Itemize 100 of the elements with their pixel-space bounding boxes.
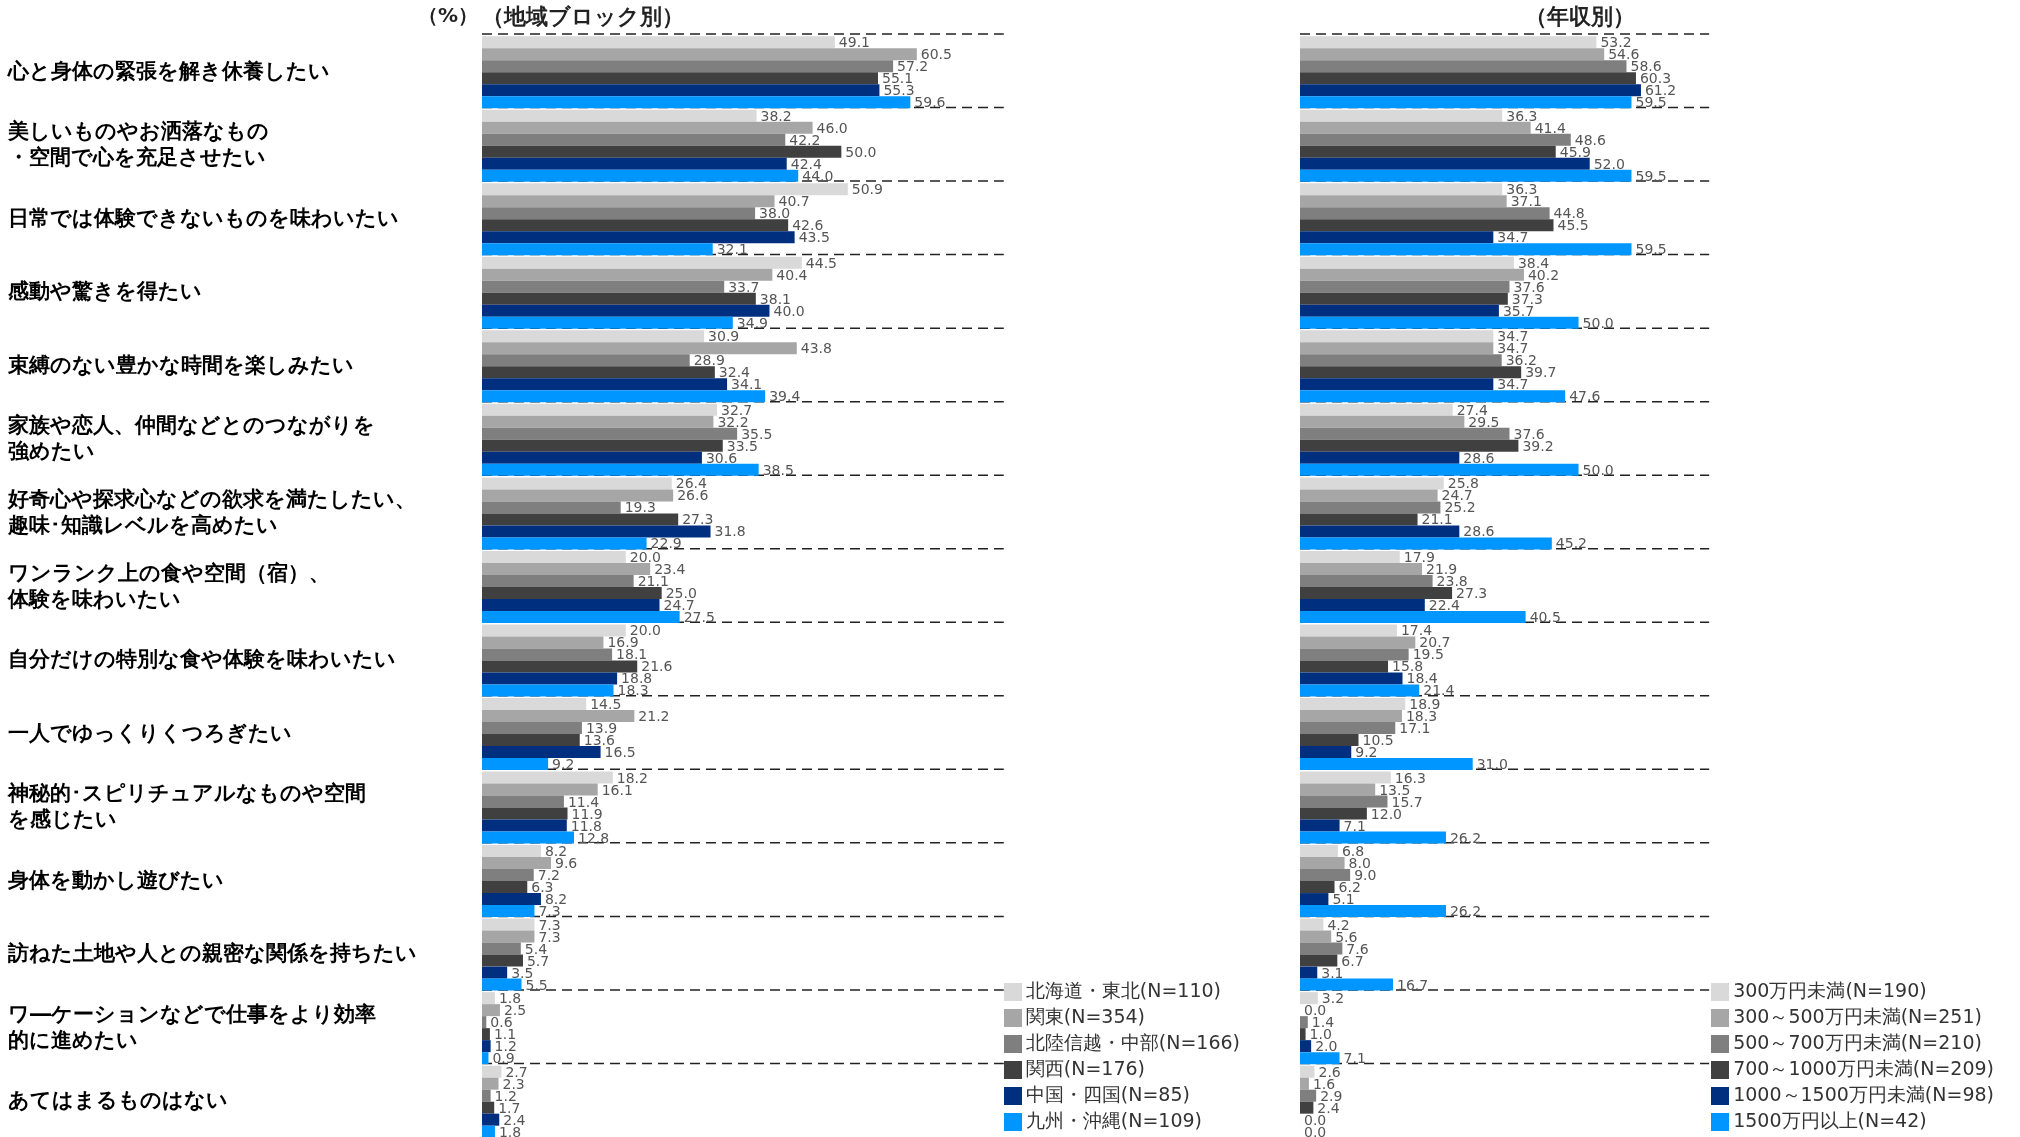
bar (1300, 636, 1416, 649)
bar (482, 1040, 491, 1053)
bar (482, 1101, 495, 1114)
bar (1300, 758, 1473, 771)
bar (482, 1089, 491, 1102)
bar (482, 304, 770, 317)
bar (1300, 845, 1338, 858)
y-tick-label: 一人でゆっくりくつろぎたい (8, 720, 292, 745)
bar (1300, 1077, 1309, 1090)
data-label: 40.5 (1529, 608, 1561, 625)
bar (482, 157, 787, 170)
bar (1300, 280, 1510, 293)
bar (482, 489, 674, 502)
bar (482, 710, 635, 723)
data-label: 28.6 (1463, 523, 1495, 540)
bar (482, 292, 756, 305)
bar (1300, 550, 1400, 563)
data-label: 47.6 (1569, 388, 1601, 405)
bar (1300, 831, 1446, 844)
bar (1300, 513, 1418, 526)
bar (482, 121, 813, 134)
bar (482, 771, 613, 784)
bar (482, 795, 564, 808)
bar (482, 231, 795, 244)
bar (1300, 354, 1502, 367)
legend-label: 300万円未満(N=190) (1733, 979, 1927, 1001)
bar (482, 501, 621, 514)
data-label: 26.6 (677, 487, 709, 504)
bar (482, 698, 587, 711)
bar (482, 978, 522, 991)
data-label: 2.6 (1318, 1063, 1341, 1080)
bar (1300, 672, 1403, 685)
y-tick-label: 神秘的･スピリチュアルなものや空間を感じたい (7, 781, 366, 832)
data-label: 9.2 (552, 756, 575, 773)
bar (482, 734, 580, 747)
bar (1300, 268, 1524, 281)
data-label: 17.9 (1403, 548, 1435, 565)
bar (1300, 598, 1425, 611)
bar (1300, 195, 1507, 208)
bar (482, 783, 598, 796)
y-tick-label: 訪ねた土地や人との親密な関係を持ちたい (7, 941, 417, 966)
bar (482, 133, 786, 146)
bar (482, 1052, 489, 1065)
bar (1300, 366, 1522, 379)
data-label: 50.0 (845, 143, 877, 160)
bar (482, 60, 894, 73)
bar (1300, 316, 1579, 329)
bar (1300, 378, 1494, 391)
bar (482, 1077, 499, 1090)
bar (482, 857, 551, 870)
bar (1300, 610, 1526, 623)
bar (1300, 330, 1494, 343)
data-label: 59.5 (1635, 241, 1667, 258)
bar (482, 513, 679, 526)
bar (482, 746, 601, 759)
y-tick-label: 好奇心や探求心などの欲求を満たしたい、趣味･知識レベルを高めたい (7, 486, 416, 537)
bar (1300, 501, 1441, 514)
bar (482, 722, 582, 735)
bar (1300, 243, 1632, 256)
bar (1300, 145, 1556, 158)
bar (1300, 905, 1446, 918)
bar (1300, 477, 1444, 490)
data-label: 17.1 (1399, 720, 1431, 737)
bar (482, 525, 711, 538)
bar (482, 672, 618, 685)
bar (1300, 648, 1409, 661)
data-label: 43.8 (800, 340, 832, 357)
y-tick-label: 束縛のない豊かな時間を楽しみたい (7, 352, 354, 377)
bar (482, 966, 508, 979)
bar (482, 342, 797, 355)
bar (482, 660, 638, 673)
data-label: 11.4 (567, 793, 600, 810)
bar (482, 881, 528, 894)
bar (482, 648, 613, 661)
data-label: 32.1 (716, 241, 748, 258)
bar (482, 354, 690, 367)
bar (1300, 537, 1552, 550)
data-label: 18.2 (616, 769, 648, 786)
bar (1300, 930, 1332, 943)
bar (1300, 96, 1632, 109)
data-label: 18.3 (617, 682, 649, 699)
bar (482, 624, 626, 637)
bar (1300, 403, 1453, 416)
bar (482, 942, 521, 955)
bar (482, 574, 634, 587)
bar (1300, 942, 1343, 955)
y-tick-label: 自分だけの特別な食や体験を味わいたい (8, 647, 396, 672)
bar (1300, 684, 1420, 697)
data-label: 2.0 (1315, 1038, 1338, 1055)
bar (482, 893, 541, 906)
bar (1300, 292, 1508, 305)
bar (482, 1016, 487, 1029)
bar (1300, 807, 1367, 820)
bar (482, 84, 880, 97)
bar (1300, 698, 1406, 711)
bar (1300, 954, 1338, 967)
bar (1300, 1101, 1314, 1114)
bar (1300, 562, 1423, 575)
data-label: 44.5 (805, 254, 837, 271)
bar (482, 427, 738, 440)
